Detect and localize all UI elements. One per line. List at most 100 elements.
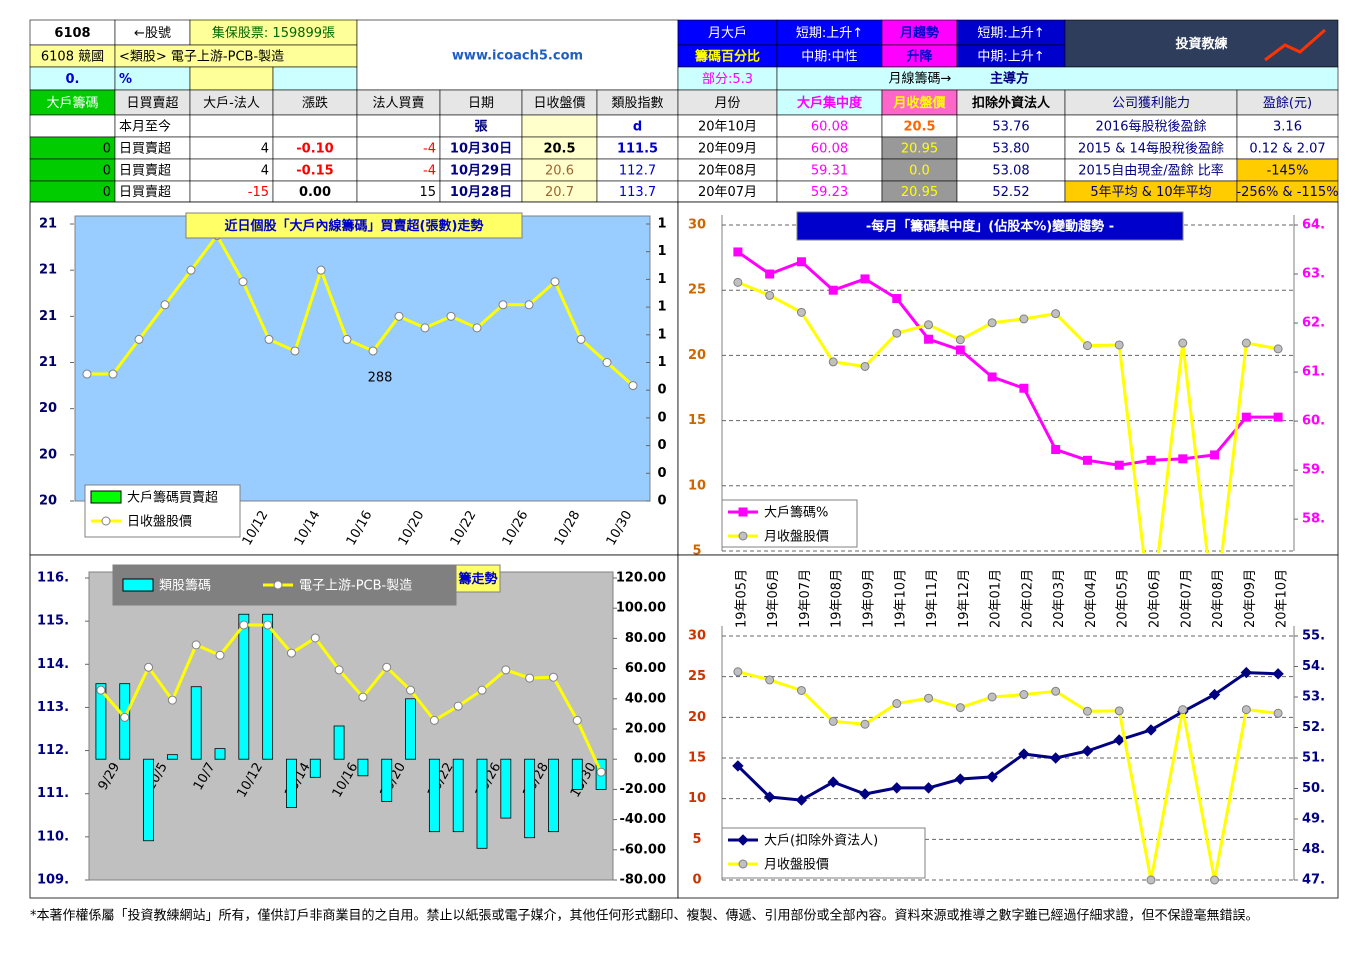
- column-header: 大戶集中度: [797, 95, 863, 111]
- cell-text: 53.08: [992, 164, 1029, 179]
- cell: [272, 66, 358, 91]
- annotation: 288: [368, 371, 393, 386]
- marker: [1273, 344, 1283, 354]
- cell-text: -15: [248, 185, 269, 200]
- legend-marker: [273, 580, 283, 590]
- legend-marker: [737, 834, 749, 846]
- marker: [1114, 706, 1124, 716]
- marker: [406, 685, 416, 695]
- y2ticks-label: 0: [657, 466, 666, 481]
- column-header: 大戶-法人: [203, 96, 260, 111]
- x-tick-label: 20年10月: [1275, 569, 1290, 628]
- marker: [290, 346, 300, 356]
- y2ticks-label: 1: [657, 355, 666, 370]
- bar: [428, 758, 440, 833]
- x-tick-label: 20年04月: [1084, 569, 1099, 628]
- cell: [356, 114, 441, 138]
- cell: [114, 89, 191, 116]
- y2ticks-label: 61.: [1302, 365, 1325, 380]
- marker: [316, 265, 326, 275]
- cell-text: 20.95: [901, 185, 938, 200]
- y2ticks-label: -80.00: [619, 873, 666, 888]
- marker: [134, 334, 144, 344]
- marker: [1241, 705, 1251, 715]
- y2ticks-label: 1: [657, 217, 666, 232]
- yticks-label: 20: [688, 710, 706, 725]
- column-header: 法人買賣: [372, 96, 424, 111]
- marker: [1146, 875, 1156, 885]
- marker: [795, 794, 808, 806]
- marker: [215, 650, 225, 660]
- y2ticks-label: 60.00: [625, 661, 666, 676]
- marker: [191, 640, 201, 650]
- y2ticks-label: 0: [657, 494, 666, 509]
- cell-text: 月大戶: [708, 26, 747, 41]
- yticks-label: 30: [688, 629, 706, 644]
- cell-text: 中期:上升↑: [977, 50, 1044, 65]
- marker: [1114, 340, 1124, 350]
- y2ticks-label: 0: [657, 410, 666, 425]
- marker: [477, 685, 487, 695]
- yticks-label: 112.: [37, 743, 69, 758]
- cell-text: 集保股票: 159899張: [212, 25, 335, 41]
- brand-logo: 投資教練: [1175, 36, 1227, 52]
- marker: [1145, 724, 1157, 736]
- x-tick-label: 19年07月: [798, 569, 813, 628]
- bar: [238, 613, 250, 760]
- cell-text: 10月30日: [450, 142, 512, 157]
- bar: [214, 748, 226, 760]
- marker: [501, 665, 511, 675]
- chart-title: 近日個股「大戶內線籌碼」買賣超(張數)走勢: [225, 218, 484, 234]
- marker: [144, 662, 154, 672]
- column-header: 月收盤價: [892, 95, 946, 111]
- cell: [1236, 89, 1339, 116]
- yticks-label: 10: [688, 478, 706, 493]
- marker: [859, 788, 871, 800]
- cell-text: 10月28日: [450, 185, 512, 200]
- cell-text: 53.76: [992, 120, 1029, 135]
- marker: [420, 323, 430, 333]
- cell-text: 籌碼百分比: [695, 49, 760, 65]
- cell-text: ←股號: [134, 26, 171, 41]
- cell-text: 4: [261, 164, 269, 179]
- y2ticks-label: 52.: [1302, 720, 1325, 735]
- cell-text: 0.12 & 2.07: [1249, 142, 1325, 157]
- marker: [733, 247, 743, 257]
- x-tick-label: 20年06月: [1148, 569, 1163, 628]
- yticks-label: 20: [39, 494, 57, 509]
- marker: [1178, 454, 1188, 464]
- marker: [796, 307, 806, 317]
- yticks-label: 5: [692, 544, 701, 559]
- y2ticks-label: 62.: [1302, 316, 1325, 331]
- marker: [955, 703, 965, 713]
- bar: [452, 758, 464, 833]
- y2ticks-label: 49.: [1302, 812, 1325, 827]
- cell-text: 2016每股稅後盈餘: [1095, 119, 1206, 135]
- marker: [828, 285, 838, 295]
- cell-text: 59.31: [811, 164, 848, 179]
- y2ticks-label: 54.: [1302, 659, 1325, 674]
- bar: [166, 754, 178, 760]
- series-line: [736, 671, 1279, 802]
- x-tick-label: 20年09月: [1243, 569, 1258, 628]
- x-tick-label: 19年12月: [957, 569, 972, 628]
- x-tick-label: 19年10月: [893, 569, 908, 628]
- y2ticks-label: 100.00: [616, 601, 666, 616]
- marker: [796, 257, 806, 267]
- marker: [987, 372, 997, 382]
- cell-text: 0: [103, 185, 111, 200]
- cell-text: 月趨勢: [899, 25, 939, 41]
- cell: [1064, 19, 1339, 68]
- cell: [189, 89, 274, 116]
- cell-text: -0.15: [296, 164, 333, 179]
- marker: [892, 328, 902, 338]
- legend-marker: [101, 516, 111, 526]
- marker: [986, 771, 998, 783]
- cell: [677, 89, 778, 116]
- monthly-chip-label: 月線籌碼→: [889, 71, 952, 87]
- y2ticks-label: 0: [657, 383, 666, 398]
- cell: [956, 89, 1066, 116]
- y2ticks-label: -40.00: [619, 812, 666, 827]
- cell: [881, 89, 958, 116]
- cell-text: -145%: [1267, 164, 1309, 179]
